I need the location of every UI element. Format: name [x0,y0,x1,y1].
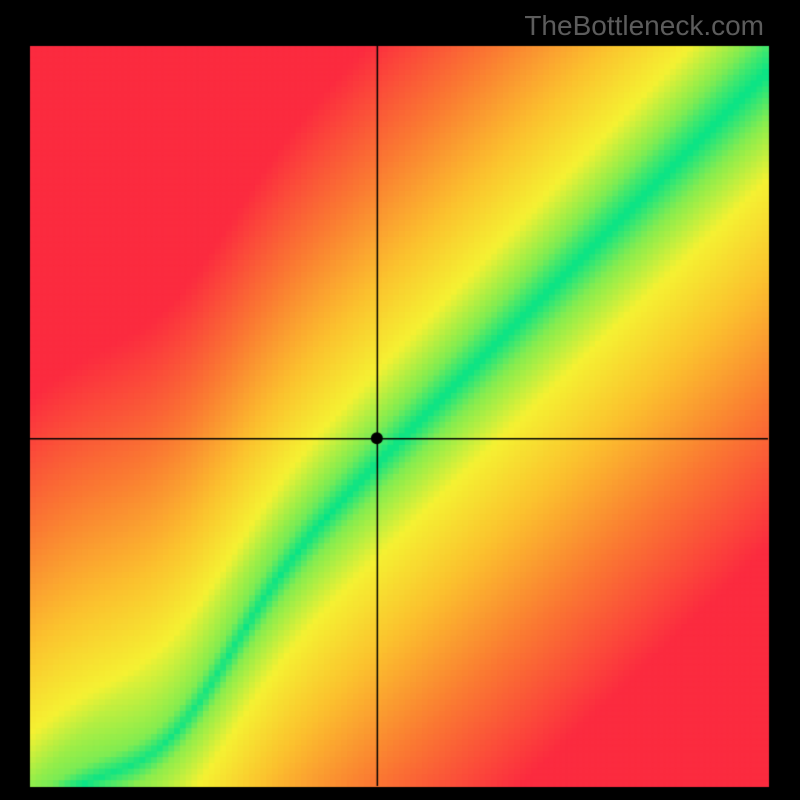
bottleneck-heatmap [0,0,800,800]
watermark-text: TheBottleneck.com [524,10,764,42]
chart-container: TheBottleneck.com [0,0,800,800]
